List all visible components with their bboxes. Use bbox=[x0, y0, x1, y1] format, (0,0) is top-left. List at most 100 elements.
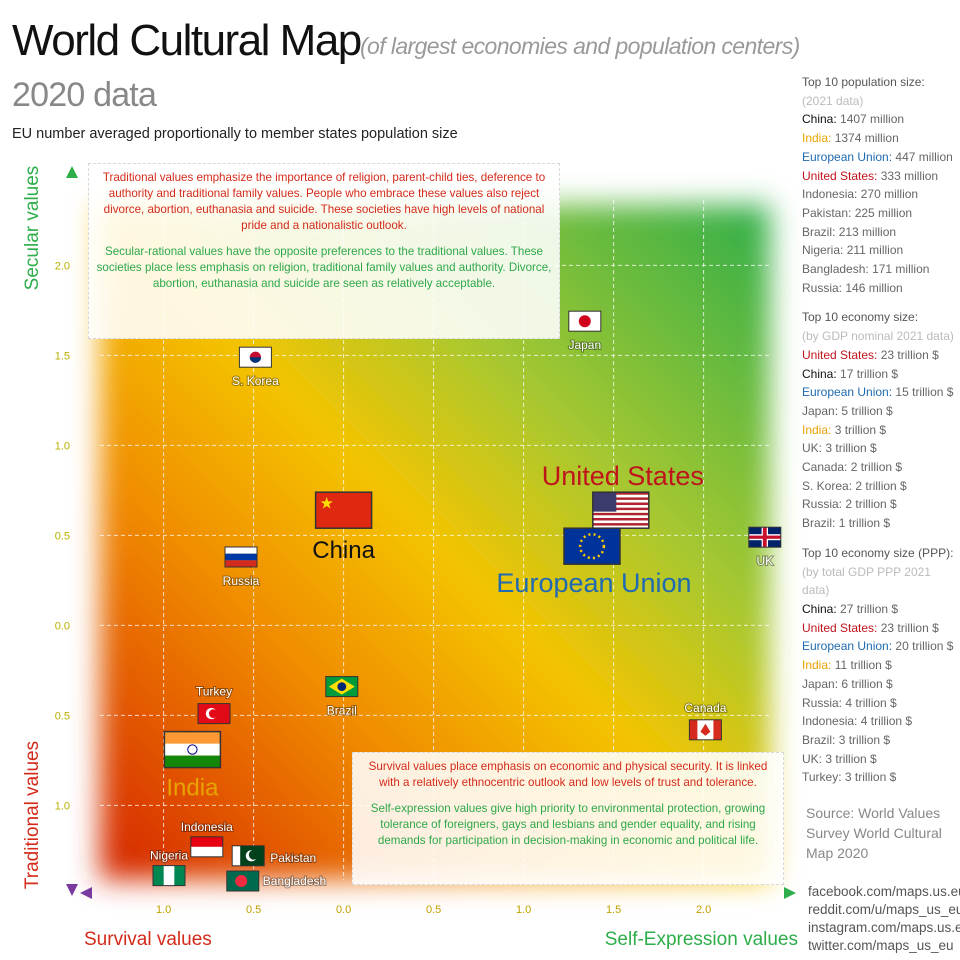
y-tick-label: 0.0 bbox=[55, 620, 70, 632]
sidebar-subtitle: (by GDP nominal 2021 data) bbox=[802, 329, 954, 344]
flag-marker bbox=[325, 676, 359, 698]
sidebar-item: European Union: 20 trillion $ bbox=[802, 637, 960, 656]
item-name: Nigeria: bbox=[802, 243, 844, 258]
flag-part bbox=[225, 560, 257, 567]
flag-part bbox=[164, 743, 221, 756]
point-label: UK bbox=[756, 554, 773, 568]
item-value: 2 trillion $ bbox=[850, 460, 903, 475]
item-value: 1 trillion $ bbox=[838, 516, 891, 531]
item-value: 11 trillion $ bbox=[834, 658, 892, 673]
flag-part bbox=[248, 850, 259, 860]
item-value: 171 million bbox=[872, 262, 930, 277]
sidebar-item: Russia: 146 million bbox=[802, 279, 960, 298]
flag-marker bbox=[238, 346, 272, 368]
point-label: China bbox=[312, 537, 375, 564]
title-note: (of largest economies and population cen… bbox=[360, 33, 800, 59]
flag-border bbox=[190, 836, 224, 858]
flag-part bbox=[592, 492, 649, 495]
flag-part bbox=[225, 553, 257, 561]
sidebar-item: Nigeria: 211 million bbox=[802, 241, 960, 260]
sidebar-item: China: 1407 million bbox=[802, 110, 960, 129]
links: facebook.com/maps.us.eu reddit.com/u/maps… bbox=[808, 883, 960, 955]
sidebar-item: Indonesia: 4 trillion $ bbox=[802, 712, 960, 731]
source-line: Survey World Cultural bbox=[806, 825, 942, 841]
x-arrow-right bbox=[784, 887, 796, 899]
y-tick-label: 0.5 bbox=[55, 710, 70, 722]
item-name: Bangladesh: bbox=[802, 262, 869, 277]
point-label: Japan bbox=[568, 338, 601, 352]
flag-part bbox=[564, 528, 620, 565]
flag-part bbox=[225, 547, 257, 554]
flag-part bbox=[153, 865, 164, 886]
point-label: Nigeria bbox=[150, 849, 188, 863]
flag-part bbox=[592, 515, 649, 518]
flag-border bbox=[238, 346, 272, 368]
item-name: European Union: bbox=[802, 639, 893, 654]
item-value: 1374 million bbox=[834, 131, 899, 146]
flag-border bbox=[563, 527, 621, 565]
item-name: China: bbox=[802, 601, 837, 616]
item-value: 4 trillion $ bbox=[845, 695, 897, 710]
flag-border bbox=[197, 703, 231, 725]
flag-border bbox=[224, 546, 258, 568]
sidebar-title: Top 10 economy size: bbox=[802, 310, 919, 325]
sidebar-subtitle: (by total GDP PPP 2021 data) bbox=[802, 564, 931, 598]
point-label: Brazil bbox=[327, 704, 357, 718]
item-name: Turkey: bbox=[802, 770, 842, 785]
item-value: 5 trillion $ bbox=[841, 403, 893, 418]
x-tick-label: 2.0 bbox=[696, 904, 711, 916]
source: Source: World Values Survey World Cultura… bbox=[806, 803, 942, 863]
item-value: 2 trillion $ bbox=[845, 497, 897, 512]
item-value: 2 trillion $ bbox=[855, 478, 907, 493]
flag-part bbox=[235, 875, 248, 887]
sidebar-item: Indonesia: 270 million bbox=[802, 185, 960, 204]
flag-part bbox=[164, 731, 221, 744]
item-name: Indonesia: bbox=[802, 187, 858, 202]
sidebar-item: United States: 23 trillion $ bbox=[802, 619, 960, 638]
point-label: S. Korea bbox=[232, 374, 279, 388]
sidebar-item: Brazil: 1 trillion $ bbox=[802, 514, 960, 533]
item-value: 3 trillion $ bbox=[825, 751, 877, 766]
item-value: 17 trillion $ bbox=[840, 366, 899, 381]
item-name: Indonesia: bbox=[802, 714, 858, 729]
item-name: Pakistan: bbox=[802, 205, 852, 220]
x-tick-label: 0.5 bbox=[426, 904, 441, 916]
item-value: 23 trillion $ bbox=[880, 347, 939, 362]
flag-part bbox=[592, 525, 649, 529]
point-label: United States bbox=[542, 461, 704, 491]
x-arrow-left bbox=[80, 887, 92, 899]
item-name: European Union: bbox=[802, 385, 893, 400]
item-value: 23 trillion $ bbox=[880, 620, 939, 635]
sidebar-title: Top 10 economy size (PPP): bbox=[802, 545, 954, 560]
item-value: 3 trillion $ bbox=[834, 422, 887, 437]
link: facebook.com/maps.us.eu bbox=[808, 884, 960, 899]
sidebar-item: Brazil: 3 trillion $ bbox=[802, 731, 960, 750]
item-name: Russia: bbox=[802, 497, 843, 512]
item-value: 447 million bbox=[895, 149, 953, 164]
x-label-left: Survival values bbox=[84, 929, 212, 950]
point-label: Bangladesh bbox=[263, 874, 326, 888]
item-name: United States: bbox=[802, 620, 878, 635]
flag-part bbox=[232, 845, 241, 866]
subtitle: 2020 data bbox=[12, 76, 157, 114]
flag-part bbox=[592, 499, 649, 503]
flag-marker: ★ bbox=[314, 491, 373, 529]
flag-part bbox=[315, 492, 372, 529]
sidebar-item: Russia: 2 trillion $ bbox=[802, 495, 960, 514]
flag-marker bbox=[688, 719, 722, 741]
annotation-text: Self-expression values give high priorit… bbox=[370, 802, 766, 847]
sidebar-item: Pakistan: 225 million bbox=[802, 204, 960, 223]
flag-part bbox=[592, 507, 649, 511]
sidebar-item: India: 11 trillion $ bbox=[802, 656, 960, 675]
y-tick-label: 0.5 bbox=[55, 530, 70, 542]
flag-border bbox=[152, 865, 186, 887]
flag-part bbox=[762, 527, 767, 548]
flag-part bbox=[190, 846, 223, 857]
sidebar-item: India: 3 trillion $ bbox=[802, 421, 960, 440]
item-name: United States: bbox=[802, 347, 878, 362]
link: reddit.com/u/maps_us_eu bbox=[808, 902, 960, 917]
flag-part bbox=[592, 492, 617, 512]
flag-marker bbox=[568, 310, 602, 332]
sidebar-item: India: 1374 million bbox=[802, 129, 960, 148]
sidebar-item: China: 17 trillion $ bbox=[802, 365, 960, 384]
